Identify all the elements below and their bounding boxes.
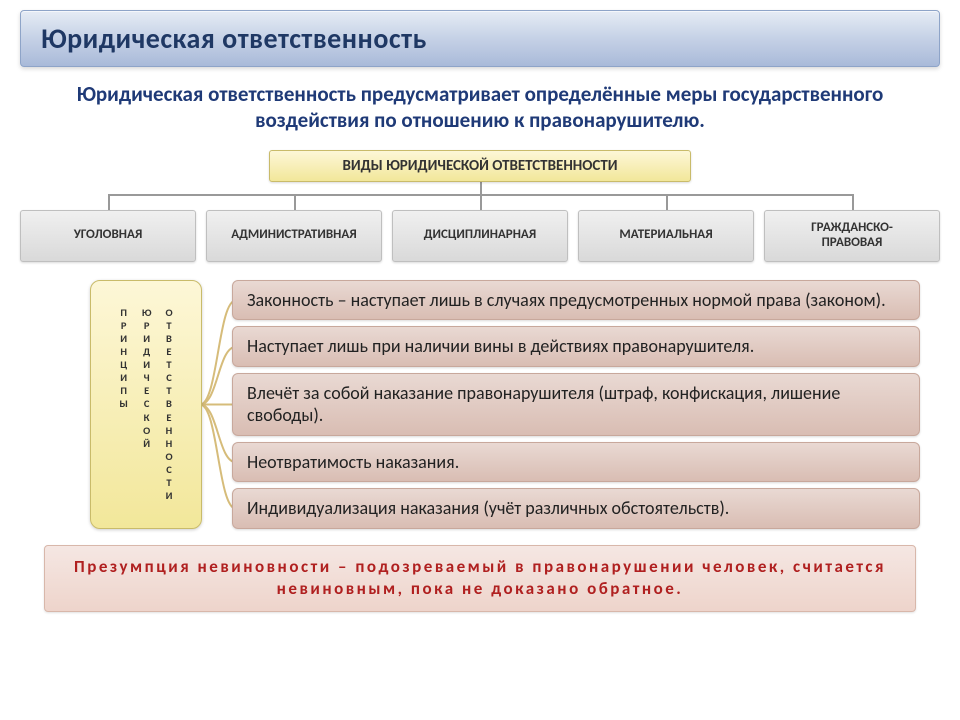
principle-item: Неотвратимость наказания. xyxy=(232,442,920,483)
principles-label: ПРИНЦИПЫ ЮРИДИЧЕСКОЙ ОТВЕТСТВЕННОСТИ xyxy=(90,280,202,529)
principles-label-col-2: ЮРИДИЧЕСКОЙ xyxy=(142,306,152,503)
title-bar: Юридическая ответственность xyxy=(20,10,940,67)
hierarchy-child: УГОЛОВНАЯ xyxy=(20,210,196,262)
principles-connector-arcs xyxy=(200,280,236,529)
hierarchy-child: ДИСЦИПЛИНАРНАЯ xyxy=(392,210,568,262)
page-title: Юридическая ответственность xyxy=(41,21,919,56)
hierarchy-children-row: УГОЛОВНАЯАДМИНИСТРАТИВНАЯДИСЦИПЛИНАРНАЯМ… xyxy=(20,210,940,262)
footer-note: Презумпция невиновности – подозреваемый … xyxy=(44,545,916,613)
principle-item: Законность – наступает лишь в случаях пр… xyxy=(232,280,920,321)
principle-item: Влечёт за собой наказание правонарушител… xyxy=(232,373,920,436)
principles-label-col-3: ОТВЕТСТВЕННОСТИ xyxy=(165,306,172,503)
slide: Юридическая ответственность Юридическая … xyxy=(0,0,960,720)
types-hierarchy: ВИДЫ ЮРИДИЧЕСКОЙ ОТВЕТСТВЕННОСТИ УГОЛОВН… xyxy=(20,150,940,262)
hierarchy-child: ГРАЖДАНСКО- ПРАВОВАЯ xyxy=(764,210,940,262)
hierarchy-child: АДМИНИСТРАТИВНАЯ xyxy=(206,210,382,262)
principles-label-col-1: ПРИНЦИПЫ xyxy=(119,306,127,503)
hierarchy-connectors xyxy=(20,182,940,210)
subtitle-text: Юридическая ответственность предусматрив… xyxy=(40,81,920,134)
hierarchy-root: ВИДЫ ЮРИДИЧЕСКОЙ ОТВЕТСТВЕННОСТИ xyxy=(269,150,691,182)
principles-block: ПРИНЦИПЫ ЮРИДИЧЕСКОЙ ОТВЕТСТВЕННОСТИ Зак… xyxy=(90,280,920,529)
principles-items: Законность – наступает лишь в случаях пр… xyxy=(232,280,920,529)
principle-item: Индивидуализация наказания (учёт различн… xyxy=(232,488,920,529)
principle-item: Наступает лишь при наличии вины в действ… xyxy=(232,326,920,367)
hierarchy-child: МАТЕРИАЛЬНАЯ xyxy=(578,210,754,262)
